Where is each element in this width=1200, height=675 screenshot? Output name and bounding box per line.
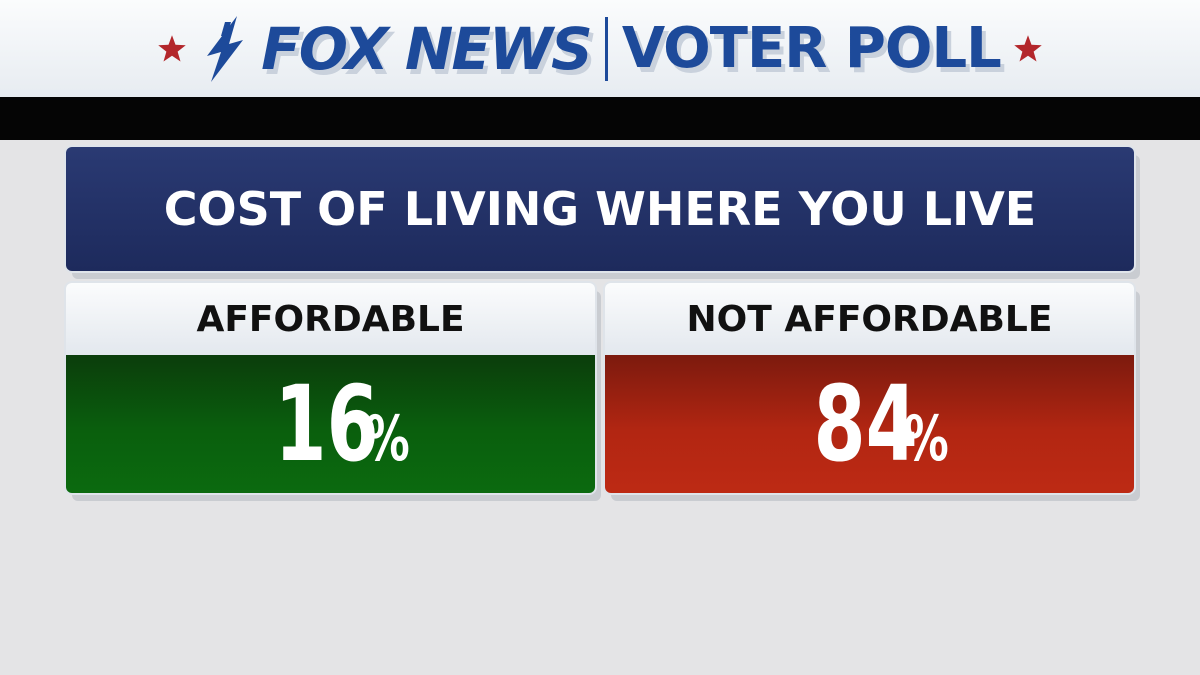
brand-lockup: FOX NEWS VOTER POLL	[0, 6, 1200, 92]
result-value: 16 %	[234, 372, 427, 476]
result-panel-affordable: AFFORDABLE 16 %	[66, 283, 595, 493]
result-label-box: AFFORDABLE	[66, 283, 595, 355]
result-value: 84 %	[773, 372, 966, 476]
brand-name: FOX NEWS	[261, 15, 593, 83]
black-divider-bar	[0, 97, 1200, 140]
poll-name: VOTER POLL	[621, 16, 1002, 81]
star-icon	[1014, 35, 1042, 62]
category-label-not-affordable: NOT AFFORDABLE	[686, 298, 1053, 340]
percent-sign: %	[364, 402, 410, 475]
value-label-affordable: 16	[274, 363, 379, 485]
value-label-not-affordable: 84	[813, 363, 918, 485]
result-label-box: NOT AFFORDABLE	[605, 283, 1134, 355]
header-banner: FOX NEWS VOTER POLL	[0, 0, 1200, 97]
chart-title-box: COST OF LIVING WHERE YOU LIVE	[66, 147, 1134, 271]
fox-news-lightning-mark-icon	[207, 16, 244, 82]
category-label-affordable: AFFORDABLE	[196, 298, 465, 340]
result-value-box: 84 %	[605, 355, 1134, 493]
star-icon	[158, 35, 186, 62]
result-value-box: 16 %	[66, 355, 595, 493]
percent-sign: %	[903, 402, 949, 475]
brand-divider	[604, 17, 608, 81]
result-panel-not-affordable: NOT AFFORDABLE 84 %	[605, 283, 1134, 493]
chart-title: COST OF LIVING WHERE YOU LIVE	[163, 182, 1037, 236]
